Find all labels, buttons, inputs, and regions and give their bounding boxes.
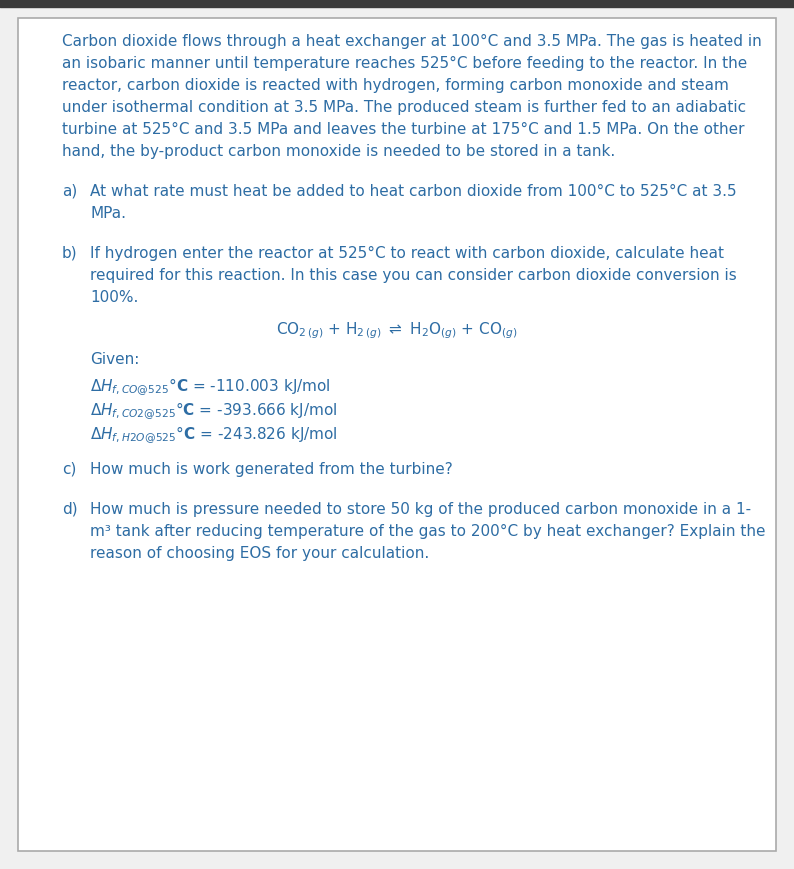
Text: an isobaric manner until temperature reaches 525°C before feeding to the reactor: an isobaric manner until temperature rea… [62,56,747,71]
Text: How much is pressure needed to store 50 kg of the produced carbon monoxide in a : How much is pressure needed to store 50 … [90,502,751,517]
Text: hand, the by-product carbon monoxide is needed to be stored in a tank.: hand, the by-product carbon monoxide is … [62,144,615,159]
Text: c): c) [62,462,76,477]
Text: $\Delta H_{\mathit{f,CO@525}}$°$\mathbf{C}$ = -110.003 kJ/mol: $\Delta H_{\mathit{f,CO@525}}$°$\mathbf{… [90,376,330,397]
Text: How much is work generated from the turbine?: How much is work generated from the turb… [90,462,453,477]
Text: CO$_{2\,(g)}$ + H$_{2\,(g)}$ $\rightleftharpoons$ H$_2$O$_{(g)}$ + CO$_{(g)}$: CO$_{2\,(g)}$ + H$_{2\,(g)}$ $\rightleft… [276,320,518,341]
Text: At what rate must heat be added to heat carbon dioxide from 100°C to 525°C at 3.: At what rate must heat be added to heat … [90,184,737,199]
Text: a): a) [62,184,77,199]
Text: turbine at 525°C and 3.5 MPa and leaves the turbine at 175°C and 1.5 MPa. On the: turbine at 525°C and 3.5 MPa and leaves … [62,122,745,137]
Text: d): d) [62,502,78,517]
Text: MPa.: MPa. [90,206,126,221]
Text: reason of choosing EOS for your calculation.: reason of choosing EOS for your calculat… [90,546,430,561]
Text: under isothermal condition at 3.5 MPa. The produced steam is further fed to an a: under isothermal condition at 3.5 MPa. T… [62,100,746,115]
Text: If hydrogen enter the reactor at 525°C to react with carbon dioxide, calculate h: If hydrogen enter the reactor at 525°C t… [90,246,724,261]
Text: b): b) [62,246,78,261]
Text: m³ tank after reducing temperature of the gas to 200°C by heat exchanger? Explai: m³ tank after reducing temperature of th… [90,524,765,539]
Text: reactor, carbon dioxide is reacted with hydrogen, forming carbon monoxide and st: reactor, carbon dioxide is reacted with … [62,78,729,93]
Text: 100%.: 100%. [90,290,138,305]
Text: Carbon dioxide flows through a heat exchanger at 100°C and 3.5 MPa. The gas is h: Carbon dioxide flows through a heat exch… [62,34,761,49]
Text: required for this reaction. In this case you can consider carbon dioxide convers: required for this reaction. In this case… [90,268,737,283]
Text: $\Delta H_{\mathit{f,H2O@525}}$°$\mathbf{C}$ = -243.826 kJ/mol: $\Delta H_{\mathit{f,H2O@525}}$°$\mathbf… [90,424,337,445]
FancyBboxPatch shape [18,18,776,851]
Text: $\Delta H_{\mathit{f,CO2@525}}$°$\mathbf{C}$ = -393.666 kJ/mol: $\Delta H_{\mathit{f,CO2@525}}$°$\mathbf… [90,400,337,421]
Text: Given:: Given: [90,352,140,367]
